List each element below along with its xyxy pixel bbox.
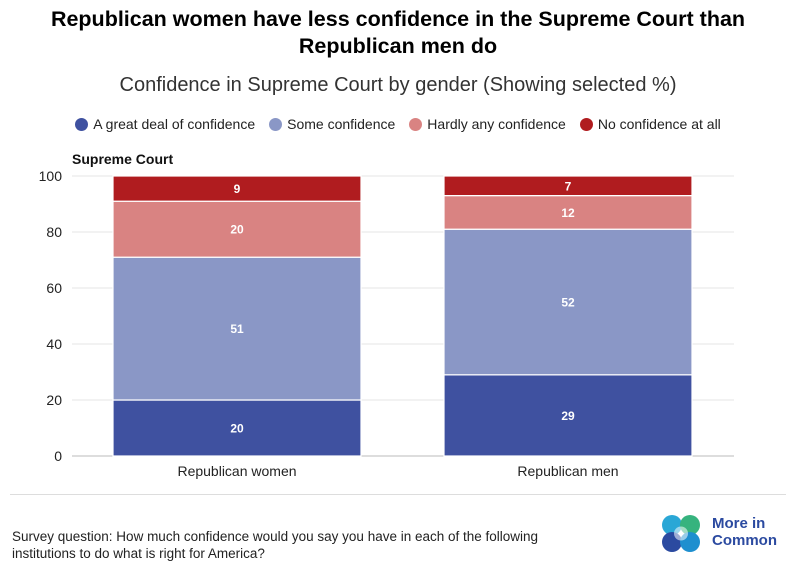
- more-in-common-logo: More in Common: [660, 513, 790, 555]
- y-tick-label: 40: [46, 336, 62, 352]
- bar-value-label: 29: [561, 409, 575, 423]
- bar-segment: [443, 195, 693, 230]
- chart-title-line-1: Republican women have less confidence in…: [50, 7, 746, 31]
- chart-legend: A great deal of confidence Some confiden…: [0, 116, 796, 132]
- survey-footnote-line-1: Survey question: How much confidence wou…: [12, 529, 539, 544]
- footer-divider: [10, 494, 786, 495]
- legend-swatch-some: [269, 117, 283, 131]
- bars: 20 51 20 9 29 52 12 7: [112, 175, 693, 457]
- bar-segment: [112, 175, 362, 202]
- y-tick-label: 60: [46, 280, 62, 296]
- bar-segment: [443, 374, 693, 457]
- bar-value-label: 52: [561, 296, 575, 310]
- legend-item-none: No confidence at all: [579, 116, 721, 132]
- legend-swatch-great-deal: [75, 117, 89, 131]
- legend-item-great-deal: A great deal of confidence: [75, 116, 255, 132]
- legend-label-great-deal: A great deal of confidence: [93, 116, 256, 132]
- bar-segment: [112, 256, 362, 401]
- y-tick-label: 0: [54, 448, 62, 464]
- bar-value-label: 20: [230, 422, 244, 436]
- legend-label-none: No confidence at all: [597, 116, 721, 132]
- legend-swatch-hardly: [409, 117, 423, 131]
- y-tick-label: 80: [46, 224, 62, 240]
- chart-subtitle: Confidence in Supreme Court by gender (S…: [119, 74, 677, 96]
- logo-mark-icon: [662, 515, 700, 552]
- y-tick-label: 100: [39, 168, 63, 184]
- y-tick-label: 20: [46, 392, 62, 408]
- x-tick-label: Republican women: [177, 463, 296, 479]
- bar-segment: [443, 228, 693, 376]
- bar-value-label: 12: [561, 206, 575, 220]
- legend-item-hardly: Hardly any confidence: [409, 116, 566, 132]
- legend-item-some: Some confidence: [269, 116, 395, 132]
- chart-title-line-2: Republican men do: [298, 34, 498, 58]
- survey-footnote: Survey question: How much confidence wou…: [12, 528, 632, 562]
- legend-label-hardly: Hardly any confidence: [427, 116, 566, 132]
- x-tick-label: Republican men: [517, 463, 618, 479]
- bar-value-label: 51: [230, 322, 244, 336]
- logo-text-line-2: Common: [712, 532, 777, 549]
- bar-value-label: 9: [234, 182, 241, 196]
- stacked-bar-chart: Supreme Court 0 20 40 60 80 100 20 51 20 9 29 52 12…: [39, 151, 734, 479]
- y-axis: 0 20 40 60 80 100: [39, 168, 63, 464]
- legend-label-some: Some confidence: [287, 116, 396, 132]
- legend-swatch-none: [579, 117, 593, 131]
- logo-text-line-1: More in: [712, 515, 766, 532]
- bar-segment: [443, 175, 693, 197]
- bar-value-label: 20: [230, 223, 244, 237]
- chart-title: Republican women have less confidence in…: [0, 6, 796, 60]
- bar-segment: [112, 200, 362, 258]
- survey-footnote-line-2: institutions to do what is right for Ame…: [12, 546, 265, 561]
- chart-panel-title: Supreme Court: [72, 151, 173, 167]
- bar-segment: [112, 399, 362, 457]
- bar-value-label: 7: [565, 179, 572, 193]
- x-axis: Republican women Republican men: [177, 463, 618, 479]
